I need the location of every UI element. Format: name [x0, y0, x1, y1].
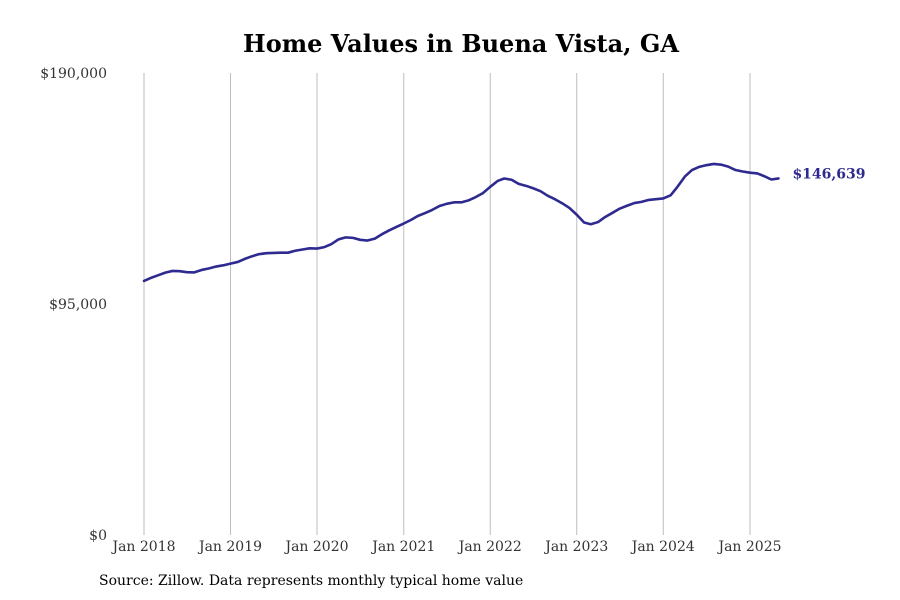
y-tick-label: $95,000 [49, 297, 107, 313]
chart-title: Home Values in Buena Vista, GA [243, 29, 679, 58]
y-tick-label: $190,000 [40, 66, 107, 82]
source-note: Source: Zillow. Data represents monthly … [99, 573, 524, 589]
x-tick-label: Jan 2019 [197, 539, 262, 555]
x-tick-label: Jan 2025 [716, 539, 781, 555]
y-axis-ticks: $0 $95,000 $190,000 [40, 66, 107, 544]
x-axis-ticks: Jan 2018 Jan 2019 Jan 2020 Jan 2021 Jan 2022… [110, 539, 781, 555]
x-tick-label: Jan 2021 [370, 539, 435, 555]
x-tick-label: Jan 2024 [630, 539, 695, 555]
x-tick-label: Jan 2023 [543, 539, 608, 555]
latest-value-label: $146,639 [792, 166, 865, 182]
x-tick-label: Jan 2018 [110, 539, 175, 555]
x-tick-label: Jan 2022 [457, 539, 522, 555]
y-tick-label: $0 [89, 528, 107, 544]
grid-lines [143, 73, 751, 535]
x-tick-label: Jan 2020 [283, 539, 348, 555]
home-value-line [142, 162, 780, 283]
